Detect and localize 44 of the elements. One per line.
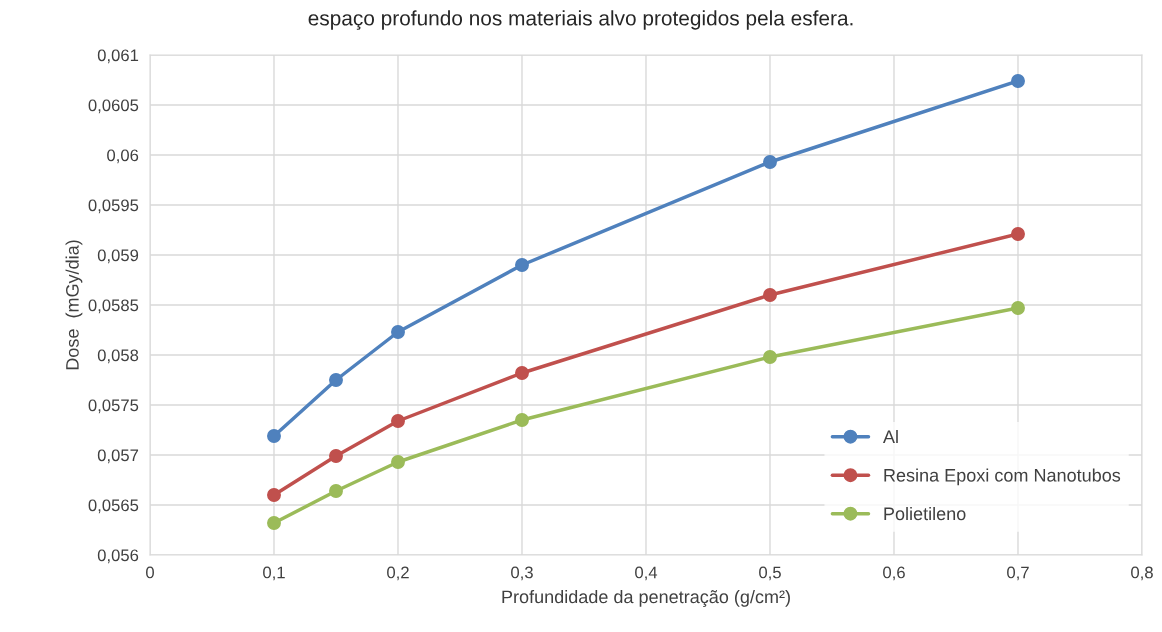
y-axis-title: Dose (mGy/dia) <box>65 240 83 370</box>
y-tick-label: 0,0575 <box>88 399 139 414</box>
x-tick-label: 0,7 <box>1007 566 1029 581</box>
chart-title: espaço profundo nos materiais alvo protegidos pela esfera. <box>308 10 853 30</box>
point <box>1011 301 1025 315</box>
y-tick-label: 0,0595 <box>88 199 139 214</box>
y-tick-label: 0,0605 <box>88 99 139 114</box>
y-tick-label: 0,061 <box>97 49 139 64</box>
y-tick-label: 0,06 <box>107 149 139 164</box>
point <box>763 288 777 302</box>
x-tick-label: 0,6 <box>883 566 905 581</box>
point <box>763 155 777 169</box>
point <box>391 325 405 339</box>
point <box>267 429 281 443</box>
x-tick-label: 0,4 <box>635 566 658 581</box>
point <box>515 258 529 272</box>
x-tick-label: 0,5 <box>759 566 781 581</box>
y-tick-label: 0,059 <box>97 249 139 264</box>
legend-label: Al <box>882 429 898 444</box>
point <box>329 449 343 463</box>
point <box>267 488 281 502</box>
point <box>763 350 777 364</box>
x-tick-label: 0 <box>146 566 154 579</box>
legend-label: Polietileno <box>884 506 966 521</box>
point <box>329 484 343 498</box>
y-tick-label: 0,0565 <box>88 499 139 514</box>
legend-label: Resina Epoxi com Nanotubos <box>884 468 1121 486</box>
point <box>515 413 529 427</box>
x-axis-title: Profundidade da penetração (g/cm²) <box>502 589 790 607</box>
point <box>1011 227 1025 241</box>
x-tick-label: 0,2 <box>387 566 409 581</box>
x-tick-label: 0,1 <box>263 566 285 581</box>
y-tick-label: 0,057 <box>97 449 139 464</box>
point <box>515 366 529 380</box>
point <box>391 455 405 469</box>
y-tick-label: 0,0585 <box>88 299 139 314</box>
y-tick-label: 0,058 <box>97 349 139 364</box>
point <box>267 516 281 530</box>
x-tick-label: 0,3 <box>511 566 533 581</box>
point <box>329 373 343 387</box>
point <box>1011 74 1025 88</box>
y-tick-label: 0,056 <box>97 549 139 564</box>
point <box>391 414 405 428</box>
x-tick-label: 0,8 <box>1131 566 1153 581</box>
